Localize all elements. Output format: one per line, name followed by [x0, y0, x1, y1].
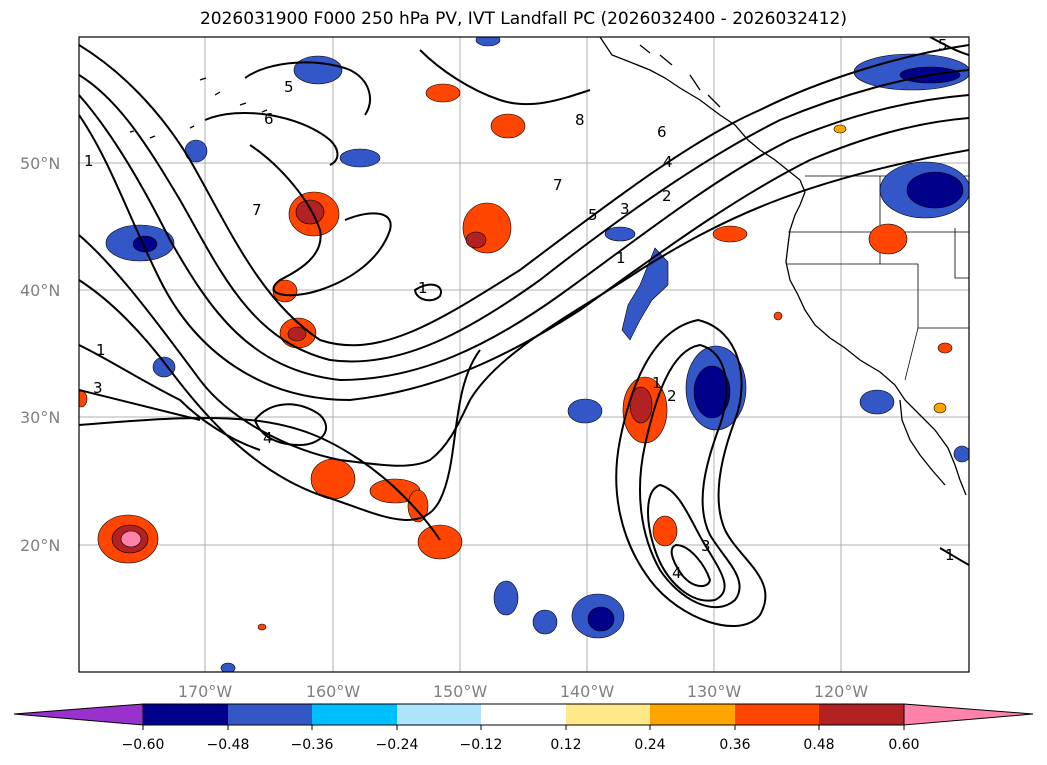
- colorbar-extend-min: [13, 703, 144, 726]
- colorbar-tick-label: −0.24: [376, 737, 419, 753]
- colorbar-segment: [819, 704, 904, 725]
- contour-label: 1: [96, 341, 106, 359]
- lon-label: 160°W: [306, 682, 361, 701]
- colorbar-tick-label: 0.60: [888, 737, 919, 753]
- colorbar-tick-label: −0.12: [460, 737, 503, 753]
- lat-label: 40°N: [20, 281, 60, 300]
- lat-label: 20°N: [20, 536, 60, 555]
- lat-label: 30°N: [20, 408, 60, 427]
- contour-label: 1: [418, 279, 428, 297]
- colorbar-tick-label: −0.60: [122, 737, 165, 753]
- colorbar-segment: [481, 704, 566, 725]
- colorbar-tick-label: 0.36: [719, 737, 750, 753]
- contour-label: 1: [616, 249, 626, 267]
- colorbar-tick-label: 0.12: [550, 737, 581, 753]
- longitude-labels: 170°W 160°W 150°W 140°W 130°W 120°W: [178, 682, 869, 701]
- colorbar-segment: [566, 704, 650, 725]
- contour-label: 7: [553, 176, 563, 194]
- latitude-labels: 50°N 40°N 30°N 20°N: [20, 154, 60, 555]
- contour-label: 5: [938, 36, 948, 54]
- contour-label: 4: [263, 429, 273, 447]
- contour-label: 1: [652, 374, 662, 392]
- lon-label: 150°W: [433, 682, 488, 701]
- colorbar-tick-label: 0.24: [634, 737, 665, 753]
- colorbar-segment: [397, 704, 481, 725]
- ivt-contours: [79, 37, 969, 628]
- contour-label: 7: [252, 201, 262, 219]
- lon-label: 130°W: [687, 682, 742, 701]
- contour-label: 2: [667, 387, 677, 405]
- lon-label: 120°W: [814, 682, 869, 701]
- contour-label: 3: [93, 379, 103, 397]
- contour-label: 1: [84, 152, 94, 170]
- colorbar-segment: [143, 704, 228, 725]
- contour-label: 6: [657, 123, 667, 141]
- colorbar-segment: [228, 704, 312, 725]
- plot-area: [79, 37, 969, 672]
- colorbar-segment: [312, 704, 397, 725]
- lon-label: 170°W: [178, 682, 233, 701]
- contour-label: 5: [588, 206, 598, 224]
- coastlines: [129, 37, 967, 496]
- colorbar-extend-max: [903, 703, 1034, 726]
- contour-label: 3: [620, 200, 630, 218]
- colorbar-frame: [142, 703, 905, 726]
- lat-label: 50°N: [20, 154, 60, 173]
- contour-label: 5: [284, 78, 294, 96]
- colorbar: −0.60 −0.48 −0.36 −0.24 −0.12 0.12 0.24 …: [13, 703, 1034, 753]
- colorbar-segment: [735, 704, 819, 725]
- contour-label: 4: [672, 564, 682, 582]
- contour-label: 4: [663, 153, 673, 171]
- contour-label: 2: [662, 187, 672, 205]
- colorbar-tick-label: −0.48: [207, 737, 250, 753]
- lon-label: 140°W: [560, 682, 615, 701]
- contour-label: 6: [264, 110, 274, 128]
- contour-label: 1: [945, 546, 955, 564]
- colorbar-tick-label: 0.48: [803, 737, 834, 753]
- colorbar-tick-label: −0.36: [291, 737, 334, 753]
- contour-label: 3: [701, 537, 711, 555]
- contour-label: 8: [575, 111, 585, 129]
- contour-labels: 5 6 7 1 1 3 8 6 4 4 7 5 3 2 1 1 2 1 3 4 …: [84, 36, 955, 582]
- map-title: 2026031900 F000 250 hPa PV, IVT Landfall…: [199, 9, 847, 29]
- plot-frame: [78, 36, 970, 673]
- colorbar-ticks: [142, 725, 905, 730]
- colorbar-segment: [650, 704, 735, 725]
